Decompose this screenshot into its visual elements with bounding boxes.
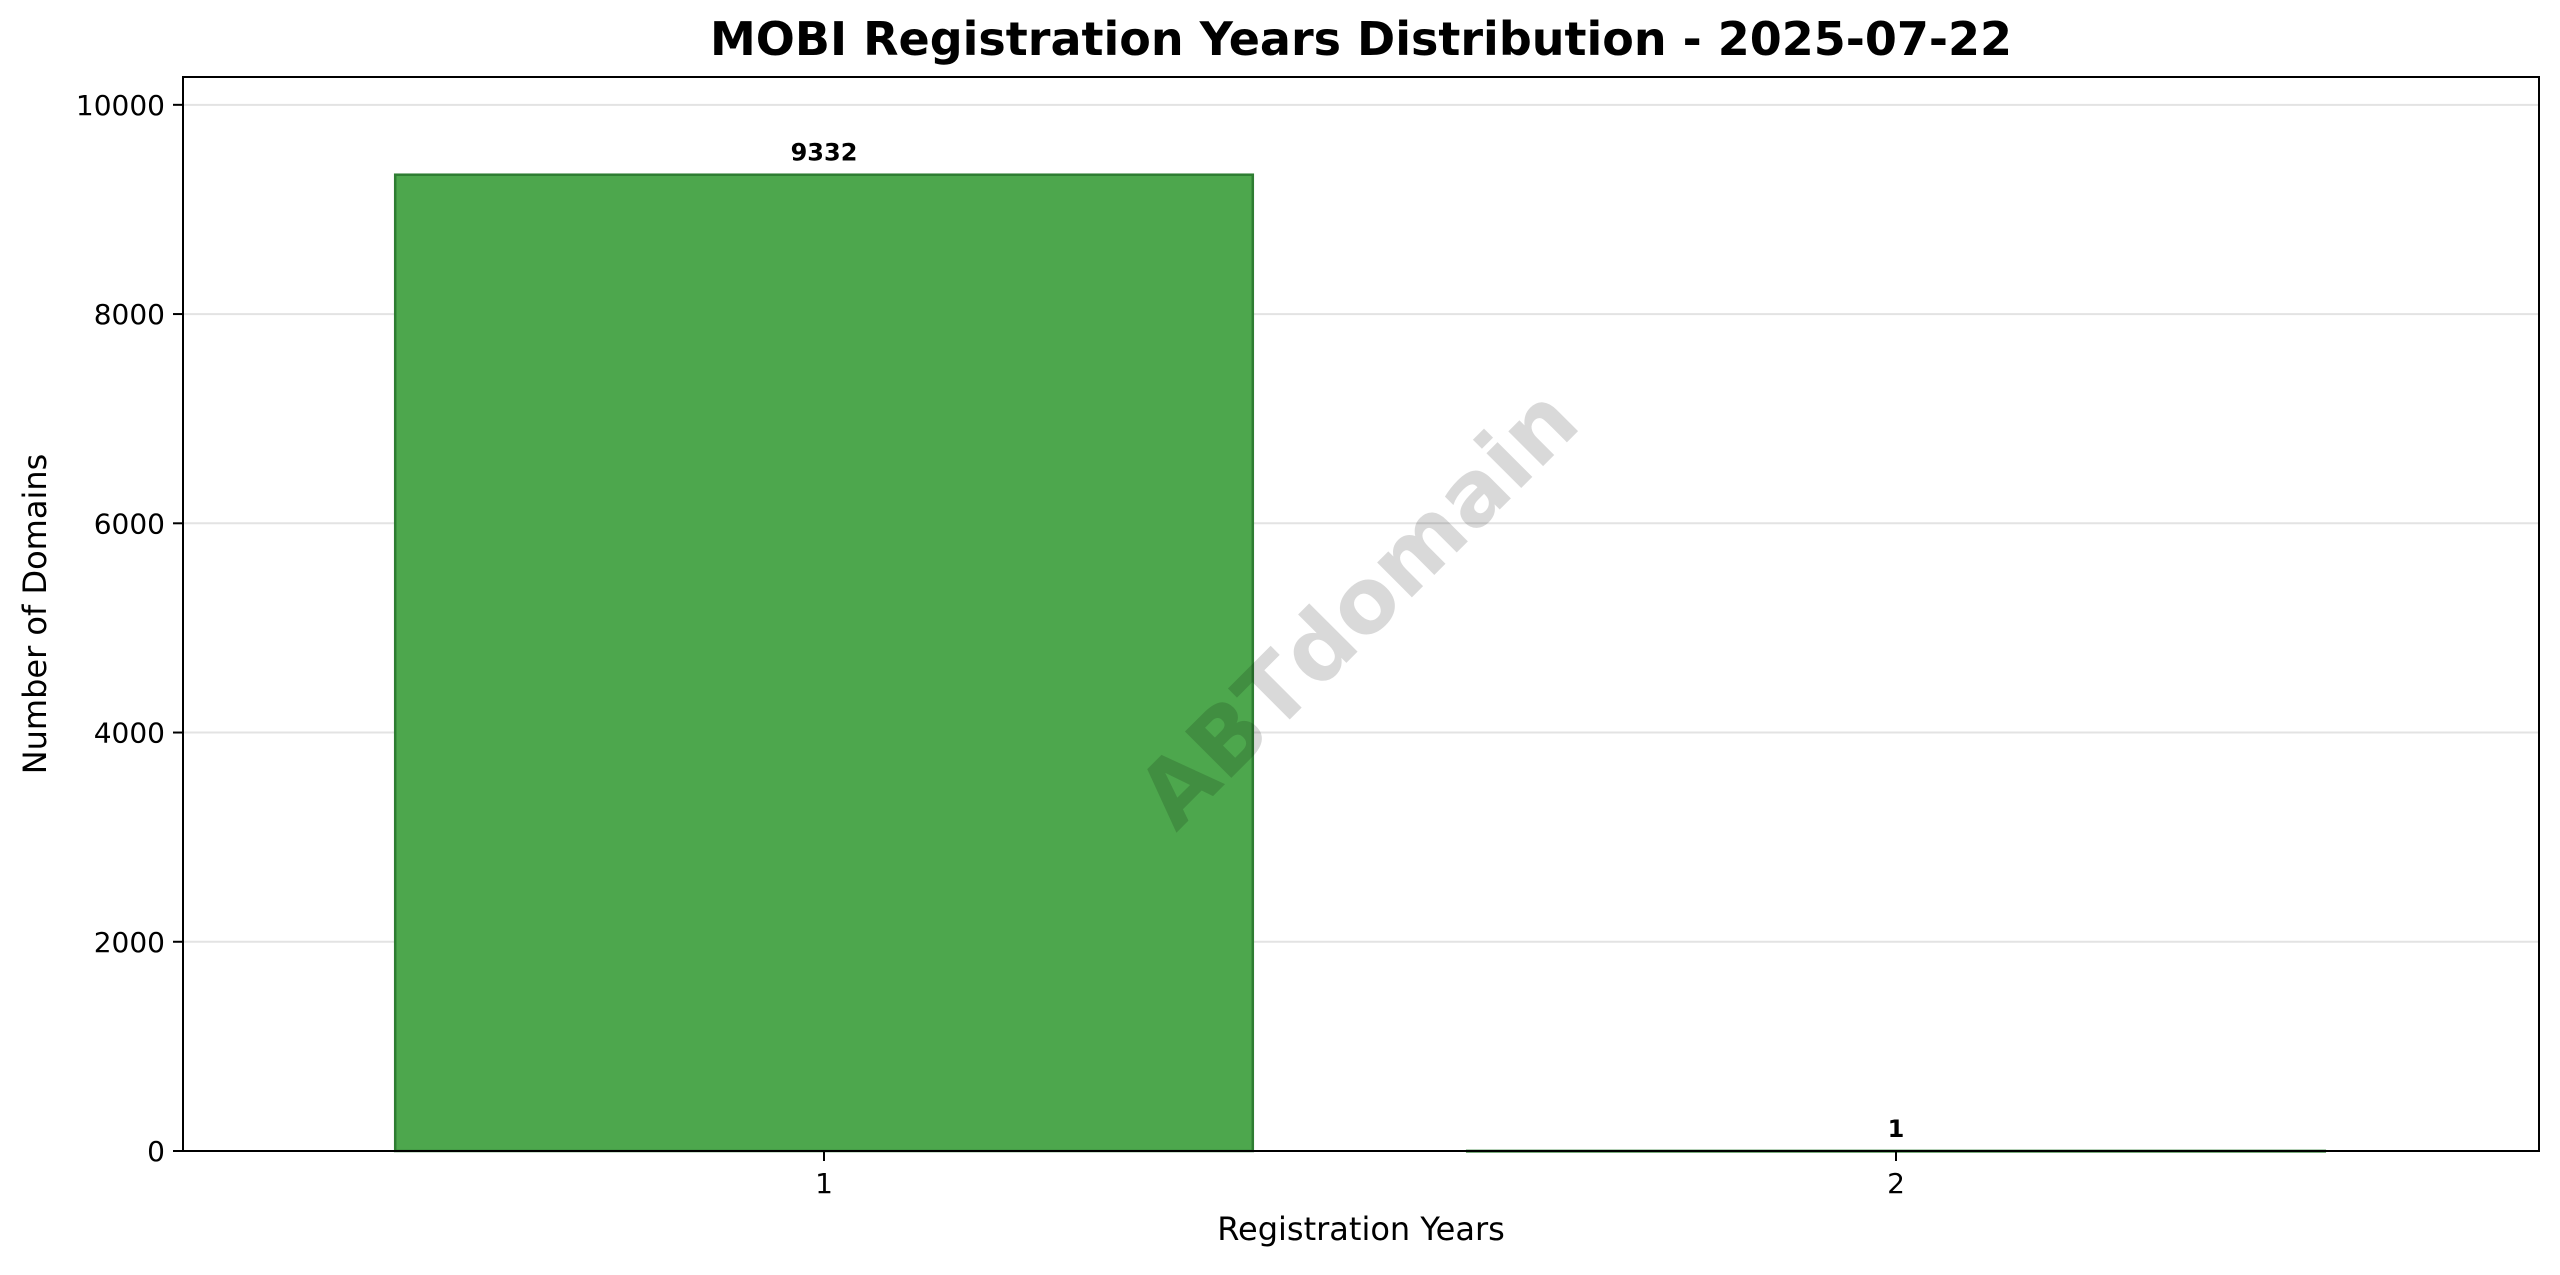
y-axis-label: Number of Domains	[16, 454, 54, 775]
y-tick-label: 8000	[94, 298, 165, 331]
bar	[393, 173, 1255, 1153]
y-axis-ticks: 0 2000 4000 6000 8000 10000	[76, 89, 183, 1168]
bar-data-label: 9332	[791, 139, 858, 167]
x-axis-label: Registration Years	[1217, 1210, 1505, 1248]
bar-data-label: 1	[1888, 1115, 1905, 1143]
y-tick-label: 4000	[94, 717, 165, 750]
y-tick-label: 10000	[76, 89, 165, 122]
y-tick-label: 2000	[94, 926, 165, 959]
data-labels: 9332 1	[791, 139, 1905, 1143]
y-tick-label: 6000	[94, 507, 165, 540]
y-tick-label: 0	[147, 1135, 165, 1168]
chart-title: MOBI Registration Years Distribution - 2…	[710, 12, 2012, 66]
plot-frame	[182, 76, 2540, 1152]
x-tick-label: 2	[1887, 1167, 1905, 1200]
x-tick-label: 1	[815, 1167, 833, 1200]
